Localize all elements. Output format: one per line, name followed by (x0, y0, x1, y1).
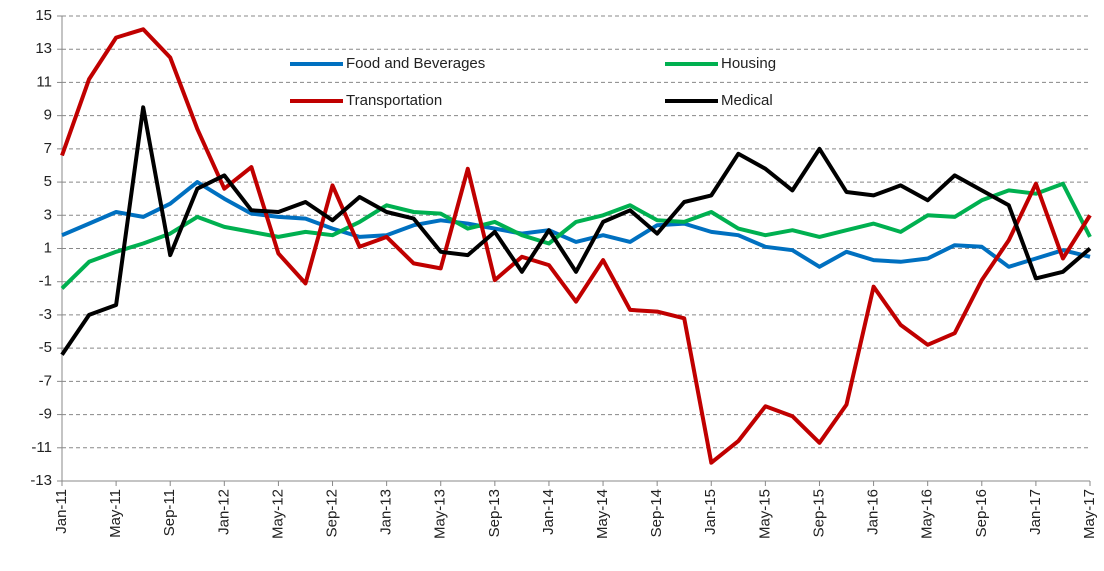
legend-label: Transportation (346, 92, 442, 109)
y-tick-label: -7 (39, 372, 52, 389)
series-line (60, 27, 1092, 465)
y-tick-label: -9 (39, 406, 52, 423)
y-tick-label: 3 (44, 206, 52, 223)
y-tick-label: 13 (35, 40, 52, 57)
y-tick-label: 5 (44, 173, 52, 190)
y-tick-label: 9 (44, 107, 52, 124)
series-line (61, 180, 1091, 269)
x-tick-label: Jan-17 (1027, 489, 1044, 535)
y-tick-label: 15 (35, 7, 52, 24)
legend-label: Food and Beverages (346, 55, 485, 72)
y-tick-label: -11 (31, 439, 52, 456)
y-tick-label: 7 (44, 140, 52, 157)
x-tick-label: May-15 (756, 489, 773, 539)
x-tick-label: Sep-15 (810, 489, 827, 537)
x-tick-label: Jan-15 (702, 489, 719, 535)
y-tick-label: -3 (39, 306, 52, 323)
x-tick-label: May-12 (269, 489, 286, 539)
legend-label: Medical (721, 92, 773, 109)
x-tick-label: Sep-16 (973, 489, 990, 537)
y-tick-label: -5 (39, 339, 52, 356)
x-tick-label: Jan-16 (865, 489, 882, 535)
y-tick-label: 11 (36, 73, 52, 90)
x-tick-label: May-17 (1081, 489, 1098, 539)
x-tick-label: Jan-13 (378, 489, 395, 535)
x-tick-label: May-11 (107, 489, 124, 538)
x-tick-label: May-14 (594, 489, 611, 539)
legend-label: Housing (721, 55, 776, 72)
x-tick-label: May-13 (432, 489, 449, 539)
series-line (60, 105, 1092, 356)
series-line (60, 181, 1092, 290)
x-tick-label: Sep-12 (323, 489, 340, 537)
x-tick-label: May-16 (919, 489, 936, 539)
y-tick-label: 1 (44, 239, 52, 256)
x-tick-label: Sep-14 (648, 489, 665, 537)
x-tick-label: Jan-14 (540, 489, 557, 535)
y-tick-label: -13 (30, 472, 52, 489)
y-tick-label: -1 (39, 273, 52, 290)
x-tick-label: Sep-13 (486, 489, 503, 537)
x-tick-label: Jan-12 (215, 489, 232, 535)
x-tick-label: Sep-11 (161, 489, 178, 536)
x-tick-label: Jan-11 (53, 489, 70, 534)
